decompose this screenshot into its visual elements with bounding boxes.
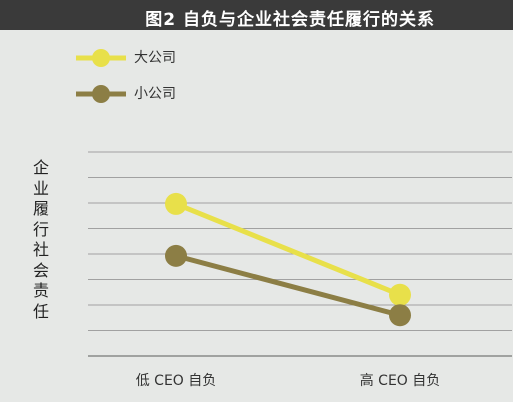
x-tick-labels: 低 CEO 自负 高 CEO 自负 [136, 372, 441, 389]
legend-label-large: 大公司 [134, 50, 176, 66]
legend-swatch-large [76, 49, 126, 67]
chart-title: 图2 自负与企业社会责任履行的关系 [145, 10, 435, 30]
legend-swatch-small [76, 85, 126, 103]
series-line-1 [175, 253, 401, 318]
legend-label-small: 小公司 [134, 86, 176, 102]
x-tick-label: 低 CEO 自负 [136, 373, 217, 389]
data-point-1-1 [389, 304, 411, 327]
y-axis-label: 企业履行社会责任 [32, 158, 49, 321]
series-line-0 [175, 201, 401, 298]
title-bar: 图2 自负与企业社会责任履行的关系 [0, 0, 513, 30]
x-tick-label: 高 CEO 自负 [360, 372, 441, 389]
gridlines [88, 151, 512, 357]
data-point-1-0 [165, 244, 187, 267]
series-group [165, 192, 411, 327]
data-point-0-1 [389, 283, 411, 306]
data-point-0-0 [165, 192, 187, 215]
